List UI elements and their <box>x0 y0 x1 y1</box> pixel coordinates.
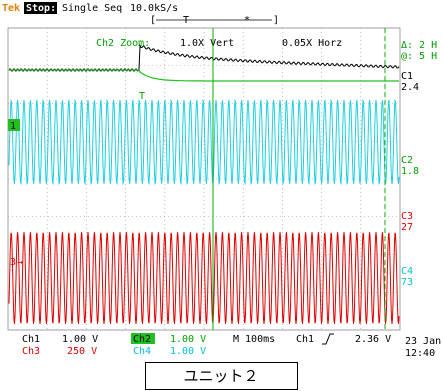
date: 23 Jan <box>405 336 441 347</box>
c3-value: 27 <box>401 222 413 233</box>
c2-label: C2 <box>401 155 413 166</box>
at-readout: @: 5 H <box>401 51 437 62</box>
trigger-level: 2.36 V <box>355 334 391 345</box>
timebase: M 100ms <box>233 334 275 345</box>
zoom-mark: * <box>244 15 250 26</box>
bracket-right: ] <box>273 15 279 26</box>
mode: Single Seq <box>62 3 122 14</box>
ch4-scale: 1.00 V <box>170 346 206 357</box>
ch4-label: Ch4 <box>133 346 151 357</box>
zoom-horz: 0.05X Horz <box>282 38 342 49</box>
screenshot: Tek Stop: Single Seq 10.0kS/s [ ] T * Ch… <box>0 0 443 391</box>
c1-value: 2.4 <box>401 82 419 93</box>
status: Stop: <box>26 3 56 14</box>
trigger-source: Ch1 <box>296 334 314 345</box>
brand: Tek <box>2 3 20 14</box>
c3-label: C3 <box>401 211 413 222</box>
c2-value: 1.8 <box>401 166 419 177</box>
ch3-label: Ch3 <box>22 346 40 357</box>
ch3-arrow: → <box>17 257 23 268</box>
c4-value: 73 <box>401 277 413 288</box>
ch1-marker: 1 <box>10 121 16 132</box>
time: 12:40 <box>405 348 435 359</box>
trigger-marker: T <box>139 91 145 102</box>
trigger-mark: T <box>183 15 189 26</box>
ch2-label: Ch2 <box>133 334 151 345</box>
ch2-scale: 1.00 V <box>170 334 206 345</box>
c1-label: C1 <box>401 71 413 82</box>
ch1-scale: 1.00 V <box>62 334 98 345</box>
ch1-label: Ch1 <box>22 334 40 345</box>
c4-label: C4 <box>401 266 413 277</box>
sample-rate: 10.0kS/s <box>130 3 178 14</box>
ch3-scale: 250 V <box>67 346 97 357</box>
delta-readout: Δ: 2 H <box>401 40 437 51</box>
ch3-marker: 3 <box>10 257 16 268</box>
caption: ユニット２ <box>183 367 258 385</box>
zoom-vert: 1.0X Vert <box>180 38 234 49</box>
bracket-left: [ <box>150 15 156 26</box>
